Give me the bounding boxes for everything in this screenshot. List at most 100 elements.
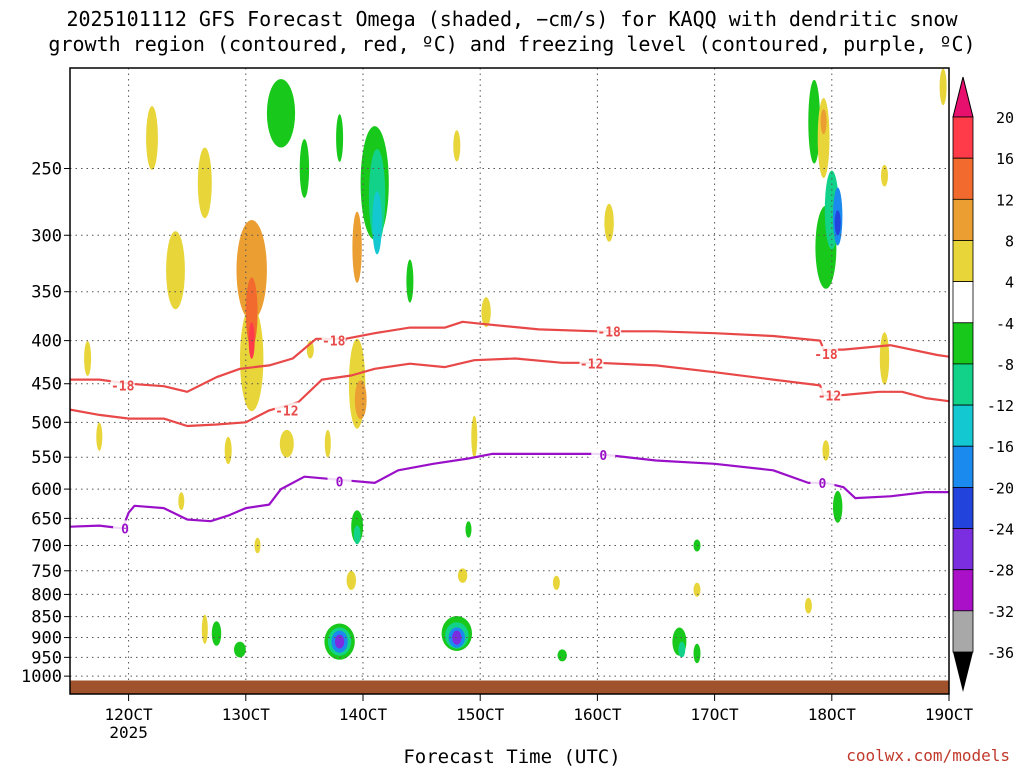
omega-cell-52 (820, 109, 827, 135)
omega-cell-2 (245, 277, 258, 347)
omega-cell-17 (279, 429, 294, 458)
plot-frame (69, 67, 950, 695)
omega-cell-14 (266, 79, 296, 148)
colorbar-top-arrow (952, 76, 974, 118)
y-tick-label-550: 550 (31, 448, 62, 468)
contour-label-2-0: 0 (121, 522, 129, 537)
y-tick-label-250: 250 (31, 159, 62, 179)
contour-label-0-2: -18 (597, 325, 621, 340)
omega-cell-25 (324, 429, 331, 458)
colorbar-label-9: -20 (987, 479, 1014, 497)
colorbar: 20 16 12 8 4 -4 -8 -12 -16 -20 -24 -28 -32 -36 (952, 76, 1014, 692)
omega-cell-32 (457, 568, 468, 583)
omega-cell-23 (201, 614, 208, 644)
contour-label-bg-2-2 (591, 447, 616, 463)
omega-shading-layer (84, 68, 947, 664)
omega-cell-46 (693, 643, 701, 664)
contour-label-1-0: -12 (275, 404, 298, 419)
contour-label-bg-0-0 (110, 377, 135, 393)
y-tick-label-700: 700 (31, 537, 62, 557)
omega-cell-61 (939, 68, 947, 106)
colorbar-label-12: -32 (987, 603, 1014, 621)
contour-label-bg-1-2 (817, 387, 842, 403)
colorbar-swatch-7 (952, 404, 974, 447)
omega-cell-64 (178, 492, 185, 510)
colorbar-label-1: 16 (996, 150, 1014, 168)
omega-cell-30 (346, 570, 356, 590)
x-tick-label-16: 16OCT (573, 705, 622, 724)
contour-label-0-0: -18 (111, 379, 135, 394)
contour-label-2-3: 0 (819, 477, 827, 492)
omega-cell-48 (693, 582, 701, 597)
y-tick-label-950: 950 (31, 648, 62, 668)
colorbar-swatch-4 (952, 281, 974, 324)
credit-link[interactable]: coolwx.com/models (846, 746, 1010, 765)
omega-cell-34 (234, 641, 246, 658)
x-tick-label-15: 15OCT (456, 705, 505, 724)
colorbar-label-8: -16 (987, 438, 1014, 456)
omega-cell-6 (354, 380, 367, 420)
omega-cell-60 (881, 164, 888, 187)
colorbar-swatch-6 (952, 363, 974, 406)
axes-layer: 2503003504004505005506006507007508008509… (21, 67, 974, 742)
x-tick-label-13: 13OCT (222, 705, 271, 724)
terrain-layer (70, 680, 949, 694)
omega-cell-62 (552, 575, 560, 590)
omega-cell-9 (372, 191, 382, 255)
colorbar-swatch-2 (952, 198, 974, 241)
contour-label-bg-1-0 (274, 402, 299, 418)
contour-label-bg-2-1 (327, 473, 352, 489)
colorbar-label-11: -28 (987, 562, 1014, 580)
omega-cell-33 (211, 621, 222, 646)
omega-cell-16 (197, 147, 212, 219)
chart-title-line-2: growth region (contoured, red, ºC) and f… (48, 32, 976, 56)
y-tick-label-500: 500 (31, 413, 62, 433)
contour-layer: -18 -18 -18 -18 -12 -12 -12 0 0 0 0 (70, 320, 949, 537)
colorbar-label-3: 8 (1005, 232, 1014, 250)
omega-cell-49 (804, 597, 812, 614)
omega-cell-10 (166, 231, 185, 310)
contour-label-0-1: -18 (322, 335, 346, 350)
y-tick-label-800: 800 (31, 585, 62, 605)
omega-cell-11 (146, 106, 158, 170)
omega-cell-24 (224, 436, 232, 465)
x-axis-label: Forecast Time (UTC) (403, 746, 621, 768)
y-tick-label-400: 400 (31, 332, 62, 352)
omega-cell-31 (465, 521, 472, 538)
x-tick-label-19: 19OCT (925, 705, 974, 724)
contour-label-2-2: 0 (599, 449, 607, 464)
colorbar-label-5: -4 (996, 315, 1014, 333)
omega-cell-43 (557, 649, 567, 662)
y-tick-label-750: 750 (31, 562, 62, 582)
colorbar-label-0: 20 (996, 109, 1014, 127)
colorbar-swatch-8 (952, 445, 974, 488)
colorbar-bottom-arrow (953, 652, 973, 692)
omega-cell-15 (299, 139, 310, 198)
colorbar-label-2: 12 (996, 191, 1014, 209)
contour-label-bg-2-0 (113, 520, 138, 536)
colorbar-label-4: 4 (1005, 274, 1014, 292)
contour-label-bg-0-2 (597, 323, 622, 339)
chart-title-line-1: 2025101112 GFS Forecast Omega (shaded, −… (66, 7, 958, 31)
ground-strip (70, 680, 949, 694)
omega-cell-42 (452, 630, 462, 645)
colorbar-swatch-12 (952, 610, 974, 653)
contour-label-0-3: -18 (814, 348, 838, 363)
omega-cell-4 (352, 211, 362, 283)
colorbar-swatch-0 (952, 116, 974, 159)
y-tick-label-900: 900 (31, 629, 62, 649)
omega-cell-26 (336, 114, 344, 162)
omega-cell-45 (678, 641, 686, 658)
y-tick-label-600: 600 (31, 480, 62, 500)
colorbar-label-10: -24 (987, 521, 1014, 539)
x-tick-label-17: 17OCT (691, 705, 740, 724)
contour-label-bg-1-1 (579, 355, 604, 371)
colorbar-swatch-3 (952, 240, 974, 283)
contour-label-2-1: 0 (336, 476, 344, 491)
omega-cell-13 (96, 422, 103, 451)
colorbar-label-13: -36 (987, 644, 1014, 662)
colorbar-label-6: -8 (996, 356, 1014, 374)
y-tick-label-1000: 1000 (21, 667, 62, 687)
omega-cell-50 (808, 79, 821, 164)
